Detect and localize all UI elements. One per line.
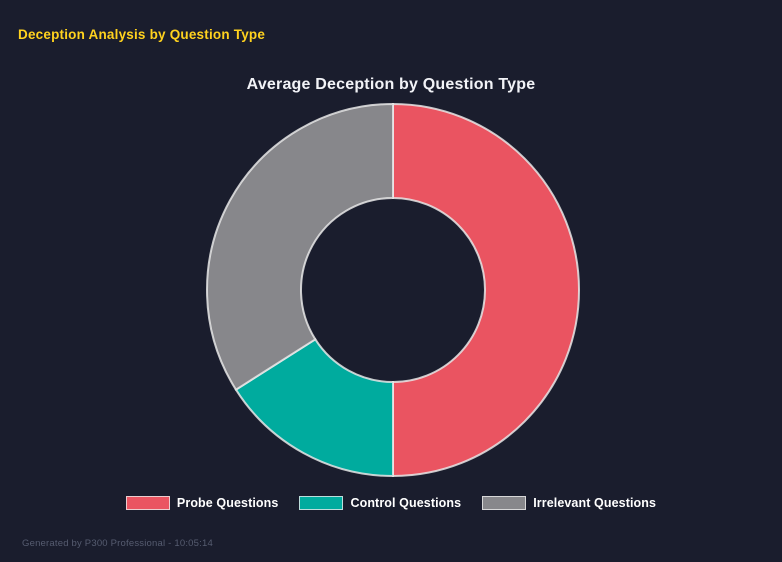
legend-item[interactable]: Control Questions — [299, 496, 461, 510]
footer-text: Generated by P300 Professional - 10:05:1… — [22, 538, 213, 549]
legend-item[interactable]: Probe Questions — [125, 496, 279, 510]
legend-swatch — [482, 496, 527, 510]
page-title: Deception Analysis by Question Type — [18, 27, 266, 42]
legend-swatch — [299, 496, 344, 510]
legend-item[interactable]: Irrelevant Questions — [482, 496, 656, 510]
donut-chart — [206, 102, 580, 478]
chart-legend: Probe Questions Control Questions Irreleva… — [0, 496, 782, 510]
legend-swatch — [125, 496, 170, 510]
legend-label: Irrelevant Questions — [533, 496, 657, 510]
chart-title: Average Deception by Question Type — [246, 76, 536, 93]
legend-label: Control Questions — [350, 496, 462, 510]
donut-segment-2[interactable] — [234, 337, 394, 478]
donut-segment-1[interactable] — [392, 102, 580, 478]
donut-segment-3[interactable] — [206, 102, 394, 392]
legend-label: Probe Questions — [176, 496, 279, 510]
